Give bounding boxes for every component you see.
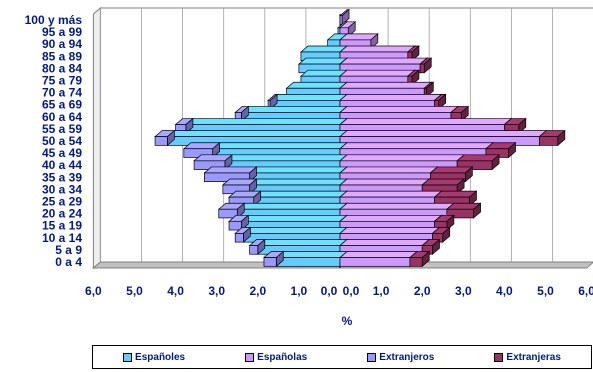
bar-extranjeras-10 bbox=[538, 129, 566, 147]
bar-extranjeros-7 bbox=[203, 166, 258, 183]
bar-extranjeras-4 bbox=[445, 202, 482, 219]
bar-extranjeras-16 bbox=[419, 57, 433, 74]
x-tick-label: 0,0 bbox=[321, 284, 338, 298]
x-tick-label: 0,0 bbox=[343, 284, 360, 298]
bar-extranjeras-2 bbox=[431, 226, 451, 243]
x-tick-label: 4,0 bbox=[167, 284, 184, 298]
x-tick-labels: 6,0 5,0 4,0 3,0 2,0 1,0 0,0 0,0 1,0 2,0 3,0 4,0 5,0 6… bbox=[85, 284, 593, 298]
age-label: 55 a 59 bbox=[42, 122, 82, 136]
x-tick-label: 5,0 bbox=[537, 284, 554, 298]
bar-extranjeros-1 bbox=[248, 238, 266, 255]
x-tick-label: 6,0 bbox=[85, 284, 102, 298]
age-label: 45 a 49 bbox=[42, 146, 82, 160]
bar-extranjeros-0 bbox=[263, 250, 285, 268]
bar-extranjeros-2 bbox=[234, 226, 252, 243]
bar-extranjeros-10 bbox=[154, 129, 176, 147]
age-label: 50 a 54 bbox=[42, 134, 82, 148]
bar-extranjeras-17 bbox=[406, 45, 420, 62]
age-label: 25 a 29 bbox=[42, 194, 82, 208]
legend-swatch bbox=[367, 352, 377, 362]
bar-extranjeros-6 bbox=[221, 178, 258, 195]
x-tick-label: 2,0 bbox=[414, 284, 431, 298]
legend-entry-extranjeros: Extranjeros bbox=[367, 352, 434, 363]
bar-españolas-20 bbox=[339, 8, 351, 26]
x-tick-label: 2,0 bbox=[249, 284, 266, 298]
age-label: 95 a 99 bbox=[42, 25, 82, 39]
legend-label: Españolas bbox=[257, 351, 308, 363]
age-label: 100 y más bbox=[25, 13, 83, 27]
age-label: 15 a 19 bbox=[42, 219, 82, 233]
legend-label: Extranjeras bbox=[506, 351, 561, 363]
bar-españoles-0 bbox=[275, 250, 348, 268]
bar-españolas-0 bbox=[339, 250, 418, 268]
legend-swatch bbox=[245, 352, 255, 362]
bar-extranjeras-12 bbox=[450, 105, 470, 122]
bar-extranjeras-0 bbox=[408, 250, 431, 268]
age-label: 10 a 14 bbox=[42, 231, 82, 245]
legend-entry-españoles: Españoles bbox=[123, 352, 185, 363]
legend-entry-españolas: Españolas bbox=[245, 352, 307, 363]
legend-entry-extranjeras: Extranjeras bbox=[494, 351, 561, 363]
age-label: 75 a 79 bbox=[42, 74, 82, 88]
age-label: 60 a 64 bbox=[42, 110, 82, 124]
age-label: 20 a 24 bbox=[42, 207, 82, 221]
age-label: 65 a 69 bbox=[42, 98, 82, 112]
bar-extranjeras-3 bbox=[433, 214, 455, 231]
bar-extranjeras-1 bbox=[421, 238, 441, 255]
age-label: 0 a 4 bbox=[55, 255, 82, 269]
bar-extranjeras-5 bbox=[433, 190, 478, 207]
bars-layer bbox=[154, 8, 566, 268]
age-label: 40 a 44 bbox=[42, 158, 82, 172]
bar-extranjeros-8 bbox=[193, 154, 233, 171]
x-axis-label: % bbox=[342, 314, 353, 328]
chart-legend: Españoles Españolas Extranjeros Extranjeras bbox=[92, 345, 592, 369]
bar-extranjeras-13 bbox=[433, 93, 447, 110]
x-tick-label: 5,0 bbox=[126, 284, 143, 298]
age-label: 5 a 9 bbox=[55, 243, 82, 257]
x-tick-label: 3,0 bbox=[455, 284, 472, 298]
age-label: 90 a 94 bbox=[42, 37, 82, 51]
legend-swatch bbox=[123, 352, 133, 362]
age-label: 80 a 84 bbox=[42, 61, 82, 75]
x-tick-label: 6,0 bbox=[578, 284, 593, 298]
legend-label: Españoles bbox=[135, 351, 186, 363]
x-tick-label: 3,0 bbox=[208, 284, 225, 298]
age-label: 85 a 89 bbox=[42, 49, 82, 63]
legend-label: Extranjeros bbox=[379, 351, 435, 363]
bar-extranjeras-8 bbox=[456, 154, 501, 171]
x-tick-label: 1,0 bbox=[291, 284, 308, 298]
x-tick-label: 1,0 bbox=[373, 284, 390, 298]
bar-españolas-18 bbox=[339, 33, 379, 50]
age-label: 30 a 34 bbox=[42, 182, 82, 196]
age-label: 35 a 39 bbox=[42, 170, 82, 184]
bar-extranjeros-4 bbox=[217, 202, 246, 219]
age-label: 70 a 74 bbox=[42, 86, 82, 100]
legend-swatch bbox=[494, 352, 504, 362]
bar-extranjeros-3 bbox=[228, 214, 250, 231]
x-tick-label: 4,0 bbox=[496, 284, 513, 298]
